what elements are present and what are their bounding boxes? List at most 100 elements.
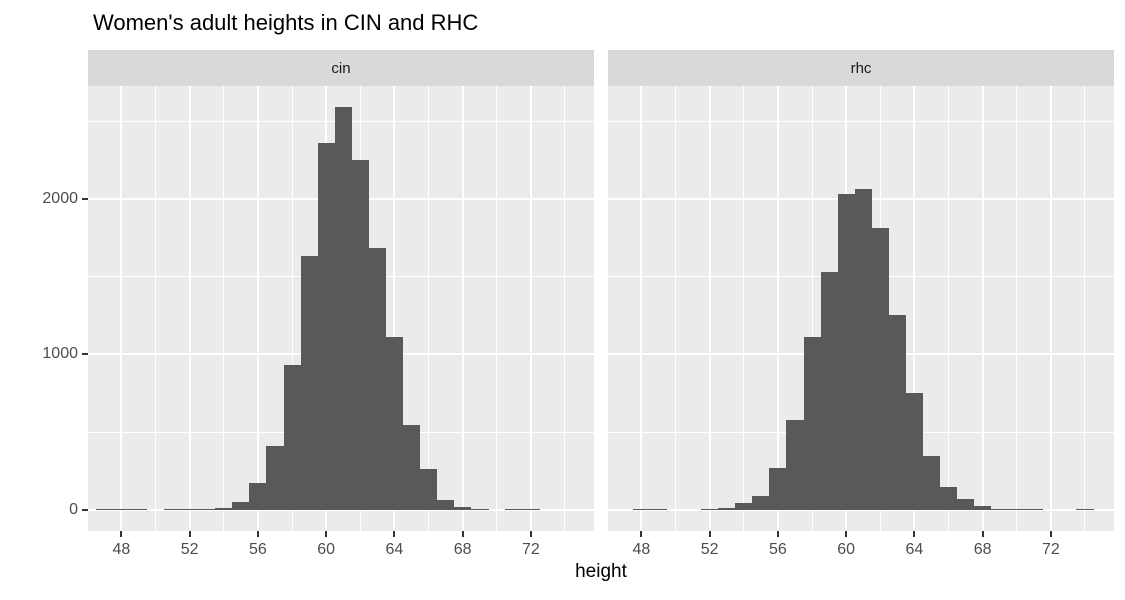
histogram-bar <box>317 142 335 510</box>
histogram-bar <box>368 247 387 510</box>
histogram-bar <box>649 508 668 510</box>
histogram-bar <box>300 256 318 510</box>
histogram-bar <box>402 425 421 510</box>
gridline-x-major <box>708 86 711 531</box>
x-axis-title: height <box>575 561 627 582</box>
histogram-bar <box>283 365 301 510</box>
gridline-x-major <box>776 86 779 531</box>
histogram-bar <box>95 508 114 510</box>
histogram-bar <box>854 188 873 510</box>
x-tick-label: 48 <box>632 541 651 558</box>
histogram-bar <box>769 467 787 510</box>
gridline-x-minor <box>564 86 566 531</box>
gridline-x-major <box>188 86 191 531</box>
histogram-bar <box>215 507 233 510</box>
gridline-x-major <box>640 86 643 531</box>
histogram-bar <box>718 507 736 510</box>
histogram-bar <box>735 502 753 510</box>
gridline-y-minor <box>608 120 1114 122</box>
gridline-x-minor <box>223 86 225 531</box>
x-tick-label: 64 <box>905 541 924 558</box>
histogram-bar <box>164 508 182 510</box>
histogram-bar <box>351 159 370 510</box>
x-tick-mark <box>461 531 464 537</box>
facet-panel-rhc <box>608 86 1114 531</box>
x-tick-mark <box>845 531 848 537</box>
chart-title: Women's adult heights in CIN and RHC <box>93 10 479 35</box>
gridline-x-major <box>529 86 532 531</box>
histogram-bar <box>922 455 941 510</box>
x-tick-label: 48 <box>112 541 131 558</box>
histogram-bar <box>385 337 404 510</box>
x-tick-mark <box>1049 531 1052 537</box>
histogram-bar <box>957 499 975 510</box>
gridline-x-major <box>393 86 396 531</box>
histogram-bar <box>129 508 148 510</box>
x-tick-mark <box>708 531 711 537</box>
y-tick-label: 1000 <box>42 345 78 363</box>
histogram-bar <box>522 508 540 510</box>
gridline-y-major <box>608 508 1114 511</box>
histogram-bar <box>701 508 719 510</box>
histogram-bar <box>471 508 489 510</box>
facet-strip-label: rhc <box>850 59 872 77</box>
facet-panel-cin <box>88 86 594 531</box>
histogram-bar <box>837 194 855 510</box>
histogram-bar <box>974 505 992 510</box>
x-tick-label: 60 <box>837 541 856 558</box>
histogram-bar <box>232 502 250 510</box>
x-tick-mark <box>981 531 984 537</box>
histogram-bar <box>198 508 216 510</box>
facet-strip-rhc: rhc <box>608 50 1114 86</box>
histogram-bar <box>1076 508 1094 510</box>
gridline-x-major <box>120 86 123 531</box>
x-tick-mark <box>776 531 779 537</box>
histogram-bar <box>803 337 821 510</box>
x-tick-mark <box>256 531 259 537</box>
x-tick-label: 68 <box>973 541 992 558</box>
histogram-bar <box>266 446 284 510</box>
gridline-x-minor <box>496 86 498 531</box>
gridline-x-minor <box>428 86 430 531</box>
x-tick-label: 72 <box>1041 541 1060 558</box>
histogram-bar <box>888 314 907 510</box>
histogram-bar <box>505 508 523 510</box>
x-tick-mark <box>640 531 643 537</box>
x-tick-label: 56 <box>249 541 267 558</box>
histogram-bar <box>752 496 770 510</box>
gridline-x-major <box>461 86 464 531</box>
gridline-x-major <box>981 86 984 531</box>
x-tick-label: 60 <box>317 541 336 558</box>
gridline-x-minor <box>1016 86 1018 531</box>
y-tick-mark <box>82 508 88 511</box>
y-tick-mark <box>82 197 88 200</box>
y-tick-mark <box>82 353 88 356</box>
x-tick-mark <box>529 531 532 537</box>
x-tick-label: 56 <box>769 541 787 558</box>
histogram-bar <box>991 508 1009 510</box>
gridline-x-major <box>1049 86 1052 531</box>
gridline-x-minor <box>675 86 677 531</box>
gridline-x-minor <box>743 86 745 531</box>
facet-strip-cin: cin <box>88 50 594 86</box>
histogram-bar <box>112 508 131 510</box>
x-tick-label: 52 <box>700 541 719 558</box>
x-tick-label: 52 <box>180 541 199 558</box>
x-tick-label: 72 <box>521 541 540 558</box>
x-tick-mark <box>325 531 328 537</box>
x-tick-mark <box>913 531 916 537</box>
histogram-bar <box>454 507 472 510</box>
histogram-bar <box>820 271 838 510</box>
gridline-x-major <box>913 86 916 531</box>
histogram-bar <box>419 468 438 510</box>
gridline-x-minor <box>291 86 293 531</box>
x-tick-mark <box>393 531 396 537</box>
histogram-bar <box>334 107 353 510</box>
histogram-bar <box>1025 508 1043 510</box>
gridline-x-minor <box>1084 86 1086 531</box>
histogram-bar <box>632 508 651 510</box>
histogram-bar <box>249 483 267 510</box>
x-tick-label: 68 <box>453 541 472 558</box>
x-tick-label: 64 <box>385 541 404 558</box>
